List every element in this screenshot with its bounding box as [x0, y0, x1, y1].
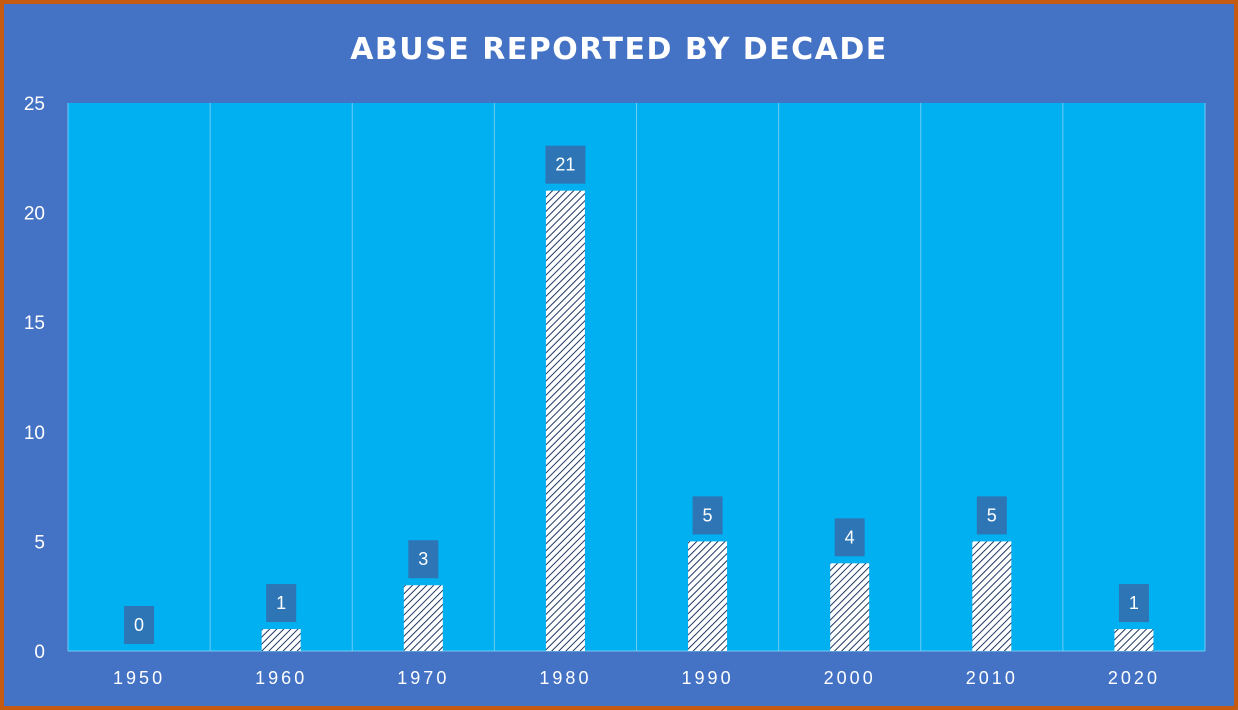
y-axis: 0 5 10 15 20 25: [24, 94, 45, 663]
data-label-value: 0: [134, 615, 144, 635]
data-label: 4: [834, 518, 865, 557]
data-label-box: [834, 518, 865, 557]
data-label: 1: [266, 584, 297, 623]
data-label-value: 4: [845, 527, 855, 547]
x-tick-label: 1980: [539, 668, 591, 688]
data-label-box: [124, 606, 155, 644]
data-label-box: [1118, 584, 1149, 623]
bar: [545, 190, 585, 651]
data-label-value: 5: [703, 505, 713, 525]
bar: [261, 629, 301, 651]
bar: [403, 585, 443, 651]
data-label: 3: [408, 540, 439, 579]
gridlines: [67, 103, 1206, 652]
x-tick-label: 2010: [966, 668, 1018, 688]
x-tick-label: 2020: [1108, 668, 1160, 688]
data-label: 0: [124, 606, 155, 644]
data-label: 5: [976, 496, 1007, 535]
data-label: 1: [1118, 584, 1149, 623]
bar: [830, 563, 870, 651]
data-label-box: [266, 584, 297, 623]
bar: [972, 541, 1012, 651]
y-tick-label: 20: [24, 204, 45, 225]
data-label: 5: [692, 496, 723, 535]
data-label-value: 21: [555, 155, 575, 175]
bar: [1114, 629, 1154, 651]
data-label-value: 1: [1129, 593, 1139, 613]
y-tick-label: 10: [24, 423, 45, 444]
x-tick-label: 1990: [682, 668, 734, 688]
data-label-box: [976, 496, 1007, 535]
y-tick-label: 15: [24, 313, 45, 334]
data-label-value: 1: [276, 593, 286, 613]
y-tick-label: 5: [34, 532, 45, 553]
chart-title: ABUSE REPORTED BY DECADE: [350, 32, 888, 67]
data-label-value: 3: [418, 549, 428, 569]
x-tick-label: 2000: [824, 668, 876, 688]
x-tick-label: 1960: [255, 668, 307, 688]
data-labels: 0 1 3 21 5 4 5 1: [124, 145, 1149, 644]
bars: [261, 190, 1154, 651]
x-tick-label: 1970: [397, 668, 449, 688]
bar: [688, 541, 728, 651]
data-label: 21: [545, 145, 586, 184]
data-label-box: [408, 540, 439, 579]
x-axis: 1950 1960 1970 1980 1990 2000 2010 2020: [113, 668, 1160, 688]
y-tick-label: 0: [34, 642, 45, 663]
data-label-box: [692, 496, 723, 535]
y-tick-label: 25: [24, 94, 45, 115]
x-tick-label: 1950: [113, 668, 165, 688]
data-label-value: 5: [987, 505, 997, 525]
data-label-box: [545, 145, 586, 184]
